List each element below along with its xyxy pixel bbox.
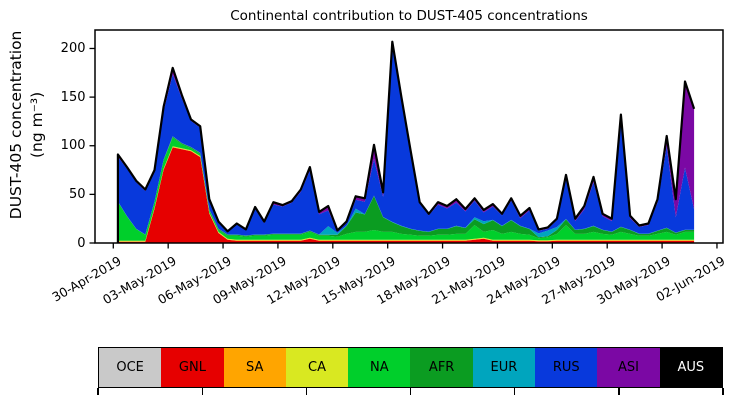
- legend-item-gnl: GNL: [161, 348, 224, 387]
- legend-label: OCE: [116, 360, 144, 375]
- legend-item-asi: ASI: [597, 348, 660, 387]
- plot-border: [94, 29, 724, 244]
- legend-tick-mark: [97, 388, 99, 395]
- legend-label: AUS: [677, 360, 705, 375]
- legend: OCE GNL SA CA NA AFR EUR RUS ASI AUS: [98, 347, 723, 388]
- y-tick-label: 150: [60, 89, 86, 105]
- legend-item-rus: RUS: [535, 348, 598, 387]
- legend-label: AFR: [428, 360, 455, 375]
- legend-tick-mark: [305, 388, 308, 395]
- y-tick-label: 100: [60, 138, 86, 154]
- legend-item-eur: EUR: [472, 348, 536, 387]
- legend-label: ASI: [618, 360, 640, 375]
- legend-item-sa: SA: [223, 348, 286, 387]
- legend-tick-mark: [409, 388, 412, 395]
- legend-item-aus: AUS: [659, 348, 722, 387]
- area-layer-rus: [117, 45, 695, 236]
- legend-label: GNL: [178, 360, 206, 375]
- y-tick-label: 200: [60, 40, 86, 56]
- legend-tick-mark: [722, 388, 724, 395]
- legend-tick-mark: [201, 388, 203, 395]
- legend-label: NA: [370, 360, 389, 375]
- legend-item-afr: AFR: [410, 348, 473, 387]
- y-tick-label: 50: [68, 186, 86, 202]
- legend-item-ca: CA: [285, 348, 349, 387]
- legend-label: RUS: [552, 360, 580, 375]
- legend-label: CA: [308, 360, 327, 375]
- legend-label: EUR: [490, 360, 518, 375]
- stack-outline: [116, 40, 696, 243]
- area-layer-gnl: [117, 147, 695, 243]
- legend-label: SA: [246, 360, 264, 375]
- legend-tick-mark: [618, 388, 620, 395]
- legend-tick-mark: [514, 388, 516, 395]
- legend-item-oce: OCE: [99, 348, 162, 387]
- legend-item-na: NA: [348, 348, 411, 387]
- y-tick-label: 0: [77, 235, 86, 251]
- chart-title: Continental contribution to DUST-405 con…: [230, 8, 588, 24]
